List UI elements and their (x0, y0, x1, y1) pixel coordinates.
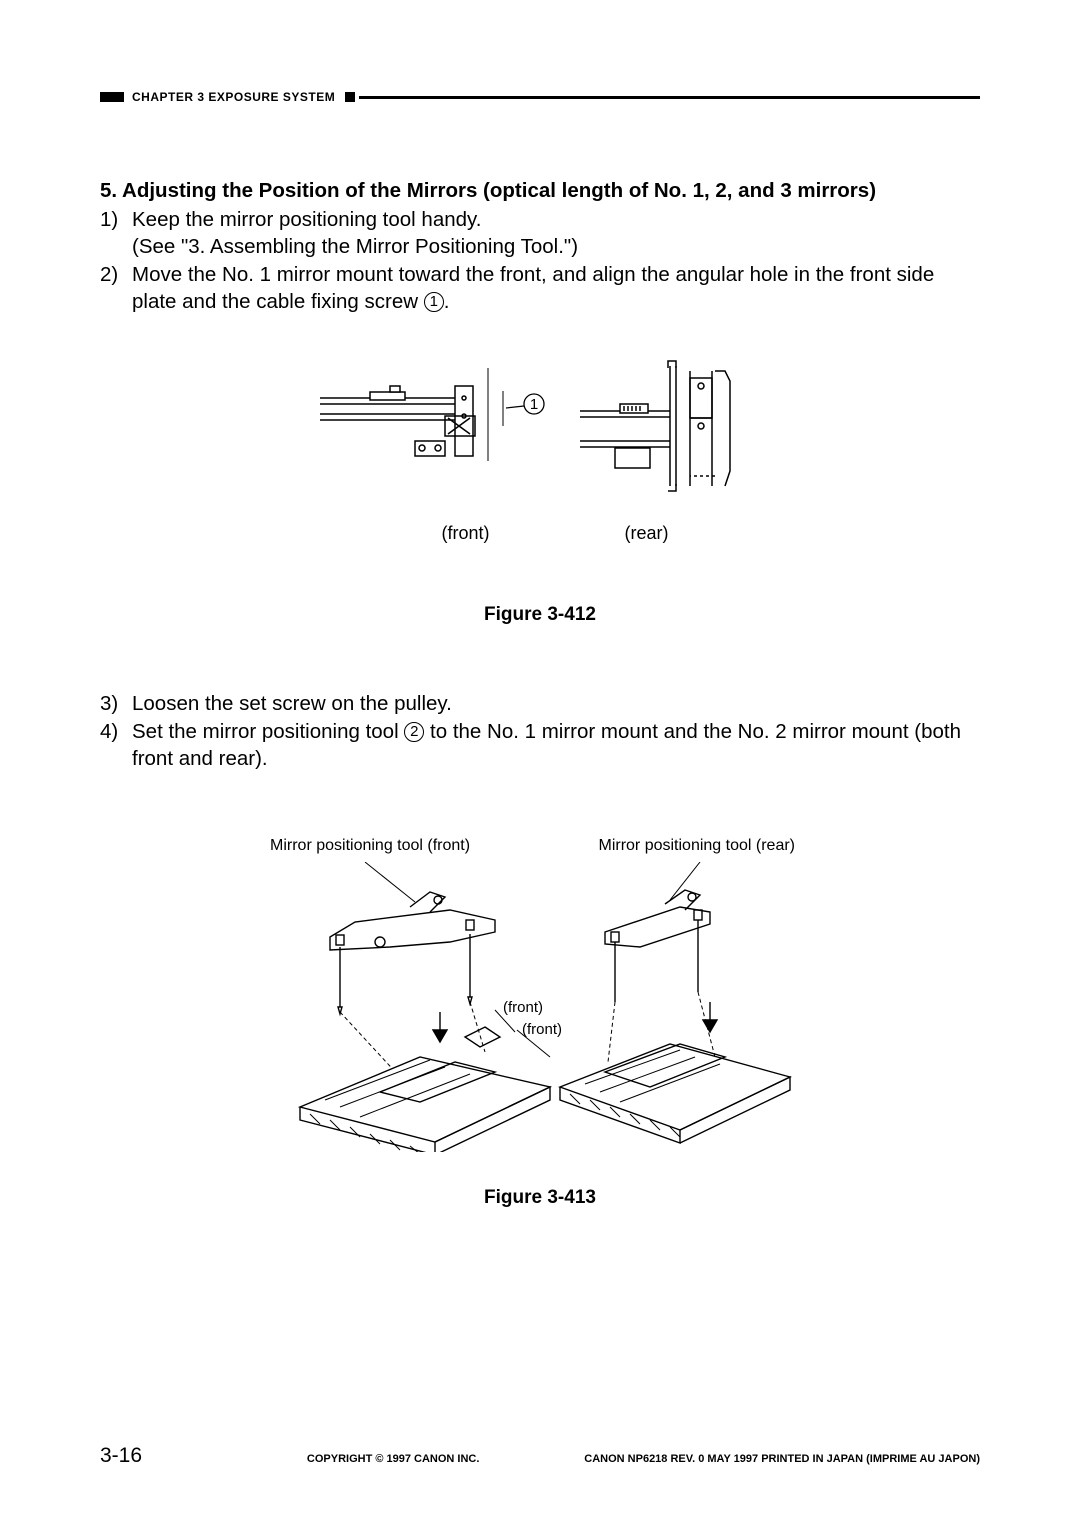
tool-label-rear: Mirror positioning tool (rear) (598, 837, 795, 855)
figure-3-412: 1 (front) (rear) (100, 356, 980, 544)
tool-label-front: Mirror positioning tool (front) (270, 837, 470, 855)
step-3: 3) Loosen the set screw on the pulley. (100, 691, 980, 718)
callout-circle-1: 1 (424, 292, 444, 312)
step-number: 1) (100, 207, 132, 260)
step-text: Keep the mirror positioning tool handy. … (132, 207, 980, 260)
figure-413-caption: Figure 3-413 (100, 1187, 980, 1209)
step-text-a: Move the No. 1 mirror mount toward the f… (132, 263, 934, 313)
step-4: 4) Set the mirror positioning tool 2 to … (100, 719, 980, 772)
document-id: CANON NP6218 REV. 0 MAY 1997 PRINTED IN … (584, 1453, 980, 1465)
rear-label: (rear) (625, 523, 669, 544)
figure-3-413-svg: (front) (front) (270, 862, 810, 1157)
header-block-right (345, 92, 355, 102)
figure-412-labels: (front) (rear) (100, 523, 980, 544)
page-footer: 3-16 COPYRIGHT © 1997 CANON INC. CANON N… (100, 1444, 980, 1468)
header-rule (359, 96, 980, 99)
figure-412-caption: Figure 3-412 (100, 604, 980, 626)
page-number: 3-16 (100, 1444, 142, 1468)
step-text-b: (See "3. Assembling the Mirror Positioni… (132, 235, 578, 258)
chapter-label: CHAPTER 3 EXPOSURE SYSTEM (132, 90, 335, 104)
figure-3-412-svg: 1 (320, 356, 760, 511)
figure-callout-1: 1 (530, 396, 538, 413)
step-text-c: . (444, 290, 450, 313)
step-number: 2) (100, 262, 132, 315)
header-block-left (100, 92, 124, 102)
step-text: Loosen the set screw on the pulley. (132, 691, 980, 718)
step-text: Move the No. 1 mirror mount toward the f… (132, 262, 980, 315)
front-label: (front) (441, 523, 489, 544)
fig413-front1: (front) (503, 999, 543, 1016)
copyright-text: COPYRIGHT © 1997 CANON INC. (307, 1453, 480, 1465)
step-2: 2) Move the No. 1 mirror mount toward th… (100, 262, 980, 315)
callout-circle-2: 2 (404, 722, 424, 742)
page-header: CHAPTER 3 EXPOSURE SYSTEM (100, 90, 980, 104)
step-number: 4) (100, 719, 132, 772)
step-text-a: Keep the mirror positioning tool handy. (132, 208, 481, 231)
section-title: 5. Adjusting the Position of the Mirrors… (100, 179, 980, 203)
step-text-a: Set the mirror positioning tool (132, 720, 404, 743)
fig413-front2: (front) (522, 1021, 562, 1038)
step-1: 1) Keep the mirror positioning tool hand… (100, 207, 980, 260)
figure-3-413: Mirror positioning tool (front) Mirror p… (100, 837, 980, 1157)
step-text: Set the mirror positioning tool 2 to the… (132, 719, 980, 772)
step-number: 3) (100, 691, 132, 718)
